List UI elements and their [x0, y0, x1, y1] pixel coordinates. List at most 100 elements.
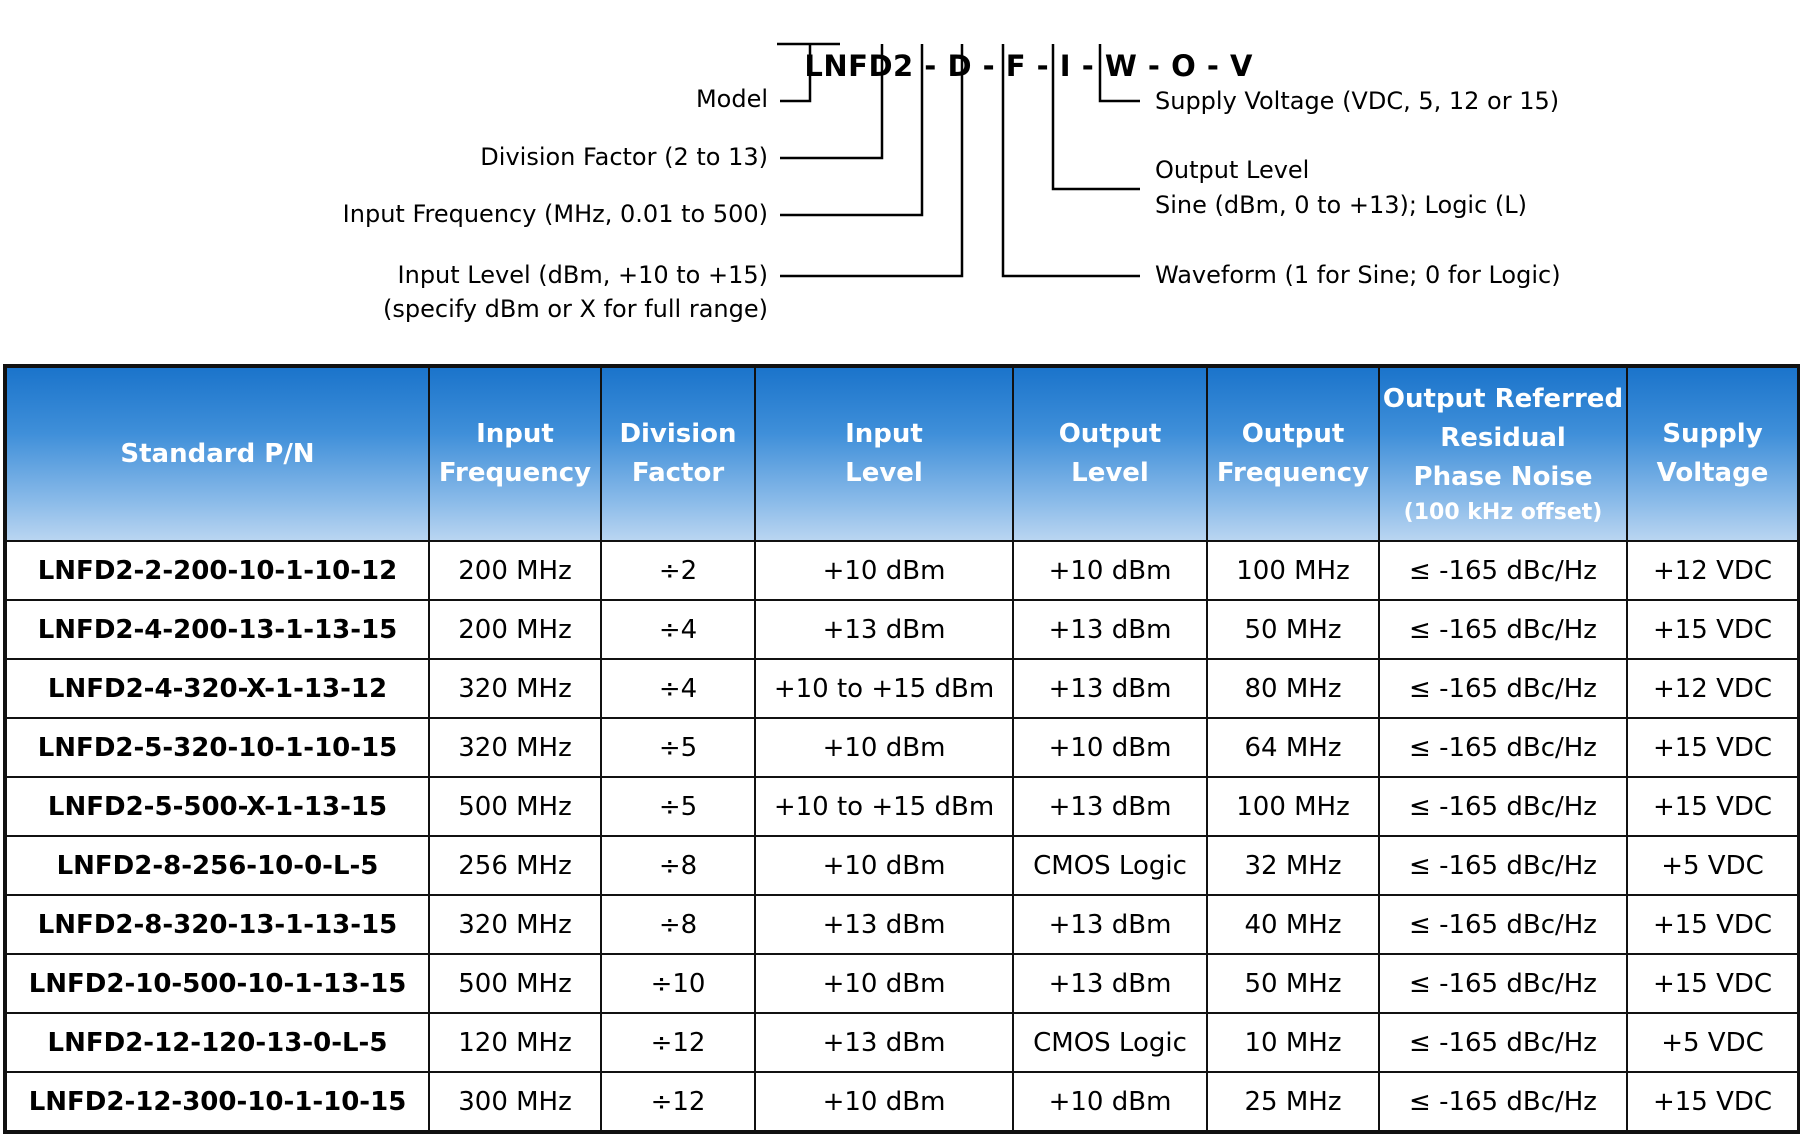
cell-output-frequency: 10 MHz: [1206, 1012, 1380, 1073]
cell-input-level: +13 dBm: [754, 599, 1014, 660]
cell-supply-voltage: +15 VDC: [1626, 599, 1800, 660]
cell-input-frequency: 200 MHz: [428, 599, 602, 660]
table-row: LNFD2-12-300-10-1-10-15 300 MHz ÷12 +10 dBm…: [4, 1071, 1800, 1133]
cell-input-level: +13 dBm: [754, 894, 1014, 955]
cell-input-frequency: 256 MHz: [428, 835, 602, 896]
cell-division-factor: ÷8: [600, 835, 756, 896]
cell-input-level: +10 to +15 dBm: [754, 658, 1014, 719]
cell-input-level: +10 to +15 dBm: [754, 776, 1014, 837]
label-output-level-options: Sine (dBm, 0 to +13); Logic (L): [1155, 191, 1528, 219]
code-w: W: [1104, 49, 1138, 83]
cell-output-frequency: 64 MHz: [1206, 717, 1380, 778]
cell-phase-noise: ≤ -165 dBc/Hz: [1378, 776, 1628, 837]
code-o: O: [1171, 49, 1197, 83]
cell-input-frequency: 320 MHz: [428, 717, 602, 778]
table-row: LNFD2-8-256-10-0-L-5 256 MHz ÷8 +10 dBm CMOS…: [4, 835, 1800, 896]
cell-supply-voltage: +15 VDC: [1626, 776, 1800, 837]
leader-lines: [777, 42, 1140, 278]
code-f: F: [1005, 49, 1027, 83]
cell-part-number: LNFD2-8-256-10-0-L-5: [4, 835, 430, 896]
cell-input-frequency: 500 MHz: [428, 776, 602, 837]
cell-output-level: CMOS Logic: [1012, 1012, 1208, 1073]
cell-part-number: LNFD2-2-200-10-1-10-12: [4, 540, 430, 601]
cell-supply-voltage: +12 VDC: [1626, 658, 1800, 719]
cell-supply-voltage: +15 VDC: [1626, 717, 1800, 778]
cell-input-frequency: 120 MHz: [428, 1012, 602, 1073]
cell-output-level: +13 dBm: [1012, 658, 1208, 719]
cell-output-level: +10 dBm: [1012, 1071, 1208, 1133]
cell-supply-voltage: +15 VDC: [1626, 1071, 1800, 1133]
cell-phase-noise: ≤ -165 dBc/Hz: [1378, 1071, 1628, 1133]
cell-phase-noise: ≤ -165 dBc/Hz: [1378, 540, 1628, 601]
cell-input-frequency: 500 MHz: [428, 953, 602, 1014]
table-row: LNFD2-8-320-13-1-13-15 320 MHz ÷8 +13 dBm +1…: [4, 894, 1800, 955]
cell-part-number: LNFD2-5-320-10-1-10-15: [4, 717, 430, 778]
cell-output-level: +13 dBm: [1012, 953, 1208, 1014]
part-number-diagram: LNFD2 - D - F - I - W - O - V Model Divi…: [0, 0, 1800, 360]
cell-input-level: +10 dBm: [754, 953, 1014, 1014]
cell-phase-noise: ≤ -165 dBc/Hz: [1378, 953, 1628, 1014]
cell-output-frequency: 32 MHz: [1206, 835, 1380, 896]
cell-output-frequency: 40 MHz: [1206, 894, 1380, 955]
cell-part-number: LNFD2-12-120-13-0-L-5: [4, 1012, 430, 1073]
table-row: LNFD2-12-120-13-0-L-5 120 MHz ÷12 +13 dBm CM…: [4, 1012, 1800, 1073]
code-i: I: [1059, 49, 1072, 83]
cell-part-number: LNFD2-10-500-10-1-13-15: [4, 953, 430, 1014]
cell-input-level: +10 dBm: [754, 1071, 1014, 1133]
label-input-frequency: Input Frequency (MHz, 0.01 to 500): [342, 200, 768, 228]
cell-division-factor: ÷2: [600, 540, 756, 601]
cell-output-frequency: 100 MHz: [1206, 776, 1380, 837]
cell-phase-noise: ≤ -165 dBc/Hz: [1378, 717, 1628, 778]
cell-part-number: LNFD2-4-200-13-1-13-15: [4, 599, 430, 660]
cell-part-number: LNFD2-8-320-13-1-13-15: [4, 894, 430, 955]
cell-division-factor: ÷12: [600, 1012, 756, 1073]
header-phase-noise: Output Referred Residual Phase Noise (100 k…: [1378, 365, 1628, 542]
cell-phase-noise: ≤ -165 dBc/Hz: [1378, 894, 1628, 955]
label-input-level: Input Level (dBm, +10 to +15): [397, 261, 768, 289]
part-code: LNFD2 - D - F - I - W - O - V: [804, 49, 1253, 83]
code-d: D: [947, 49, 973, 83]
cell-supply-voltage: +15 VDC: [1626, 953, 1800, 1014]
code-v: V: [1229, 49, 1253, 83]
cell-output-level: +13 dBm: [1012, 776, 1208, 837]
cell-output-frequency: 100 MHz: [1206, 540, 1380, 601]
table-row: LNFD2-4-320-X-1-13-12 320 MHz ÷4 +10 to +15…: [4, 658, 1800, 719]
cell-output-level: CMOS Logic: [1012, 835, 1208, 896]
cell-input-frequency: 300 MHz: [428, 1071, 602, 1133]
label-output-level: Output Level: [1155, 156, 1310, 184]
code-model: LNFD2: [804, 49, 914, 83]
cell-division-factor: ÷4: [600, 599, 756, 660]
cell-supply-voltage: +5 VDC: [1626, 835, 1800, 896]
label-model: Model: [695, 85, 768, 113]
table-row: LNFD2-10-500-10-1-13-15 500 MHz ÷10 +10 dBm…: [4, 953, 1800, 1014]
cell-input-frequency: 200 MHz: [428, 540, 602, 601]
cell-input-frequency: 320 MHz: [428, 894, 602, 955]
header-input-level: Input Level: [754, 365, 1014, 542]
cell-input-level: +10 dBm: [754, 540, 1014, 601]
cell-input-level: +10 dBm: [754, 835, 1014, 896]
cell-input-level: +13 dBm: [754, 1012, 1014, 1073]
cell-output-level: +10 dBm: [1012, 540, 1208, 601]
cell-output-frequency: 25 MHz: [1206, 1071, 1380, 1133]
table-header: Standard P/N Input Frequency Division Fact…: [4, 365, 1800, 542]
cell-division-factor: ÷8: [600, 894, 756, 955]
header-division-factor: Division Factor: [600, 365, 756, 542]
cell-output-frequency: 50 MHz: [1206, 953, 1380, 1014]
header-output-frequency: Output Frequency: [1206, 365, 1380, 542]
cell-output-frequency: 50 MHz: [1206, 599, 1380, 660]
cell-phase-noise: ≤ -165 dBc/Hz: [1378, 1012, 1628, 1073]
cell-supply-voltage: +5 VDC: [1626, 1012, 1800, 1073]
cell-phase-noise: ≤ -165 dBc/Hz: [1378, 835, 1628, 896]
label-input-level-note: (specify dBm or X for full range): [383, 295, 768, 323]
table-body: LNFD2-2-200-10-1-10-12 200 MHz ÷2 +10 dBm +1…: [4, 540, 1800, 1133]
cell-output-level: +13 dBm: [1012, 894, 1208, 955]
table-row: LNFD2-2-200-10-1-10-12 200 MHz ÷2 +10 dBm +1…: [4, 540, 1800, 601]
table-row: LNFD2-5-500-X-1-13-15 500 MHz ÷5 +10 to +15…: [4, 776, 1800, 837]
cell-output-frequency: 80 MHz: [1206, 658, 1380, 719]
cell-phase-noise: ≤ -165 dBc/Hz: [1378, 599, 1628, 660]
header-supply-voltage: Supply Voltage: [1626, 365, 1800, 542]
standard-part-numbers-table: Standard P/N Input Frequency Division Fact…: [3, 364, 1800, 1134]
cell-part-number: LNFD2-12-300-10-1-10-15: [4, 1071, 430, 1133]
cell-division-factor: ÷4: [600, 658, 756, 719]
label-waveform: Waveform (1 for Sine; 0 for Logic): [1155, 261, 1561, 289]
